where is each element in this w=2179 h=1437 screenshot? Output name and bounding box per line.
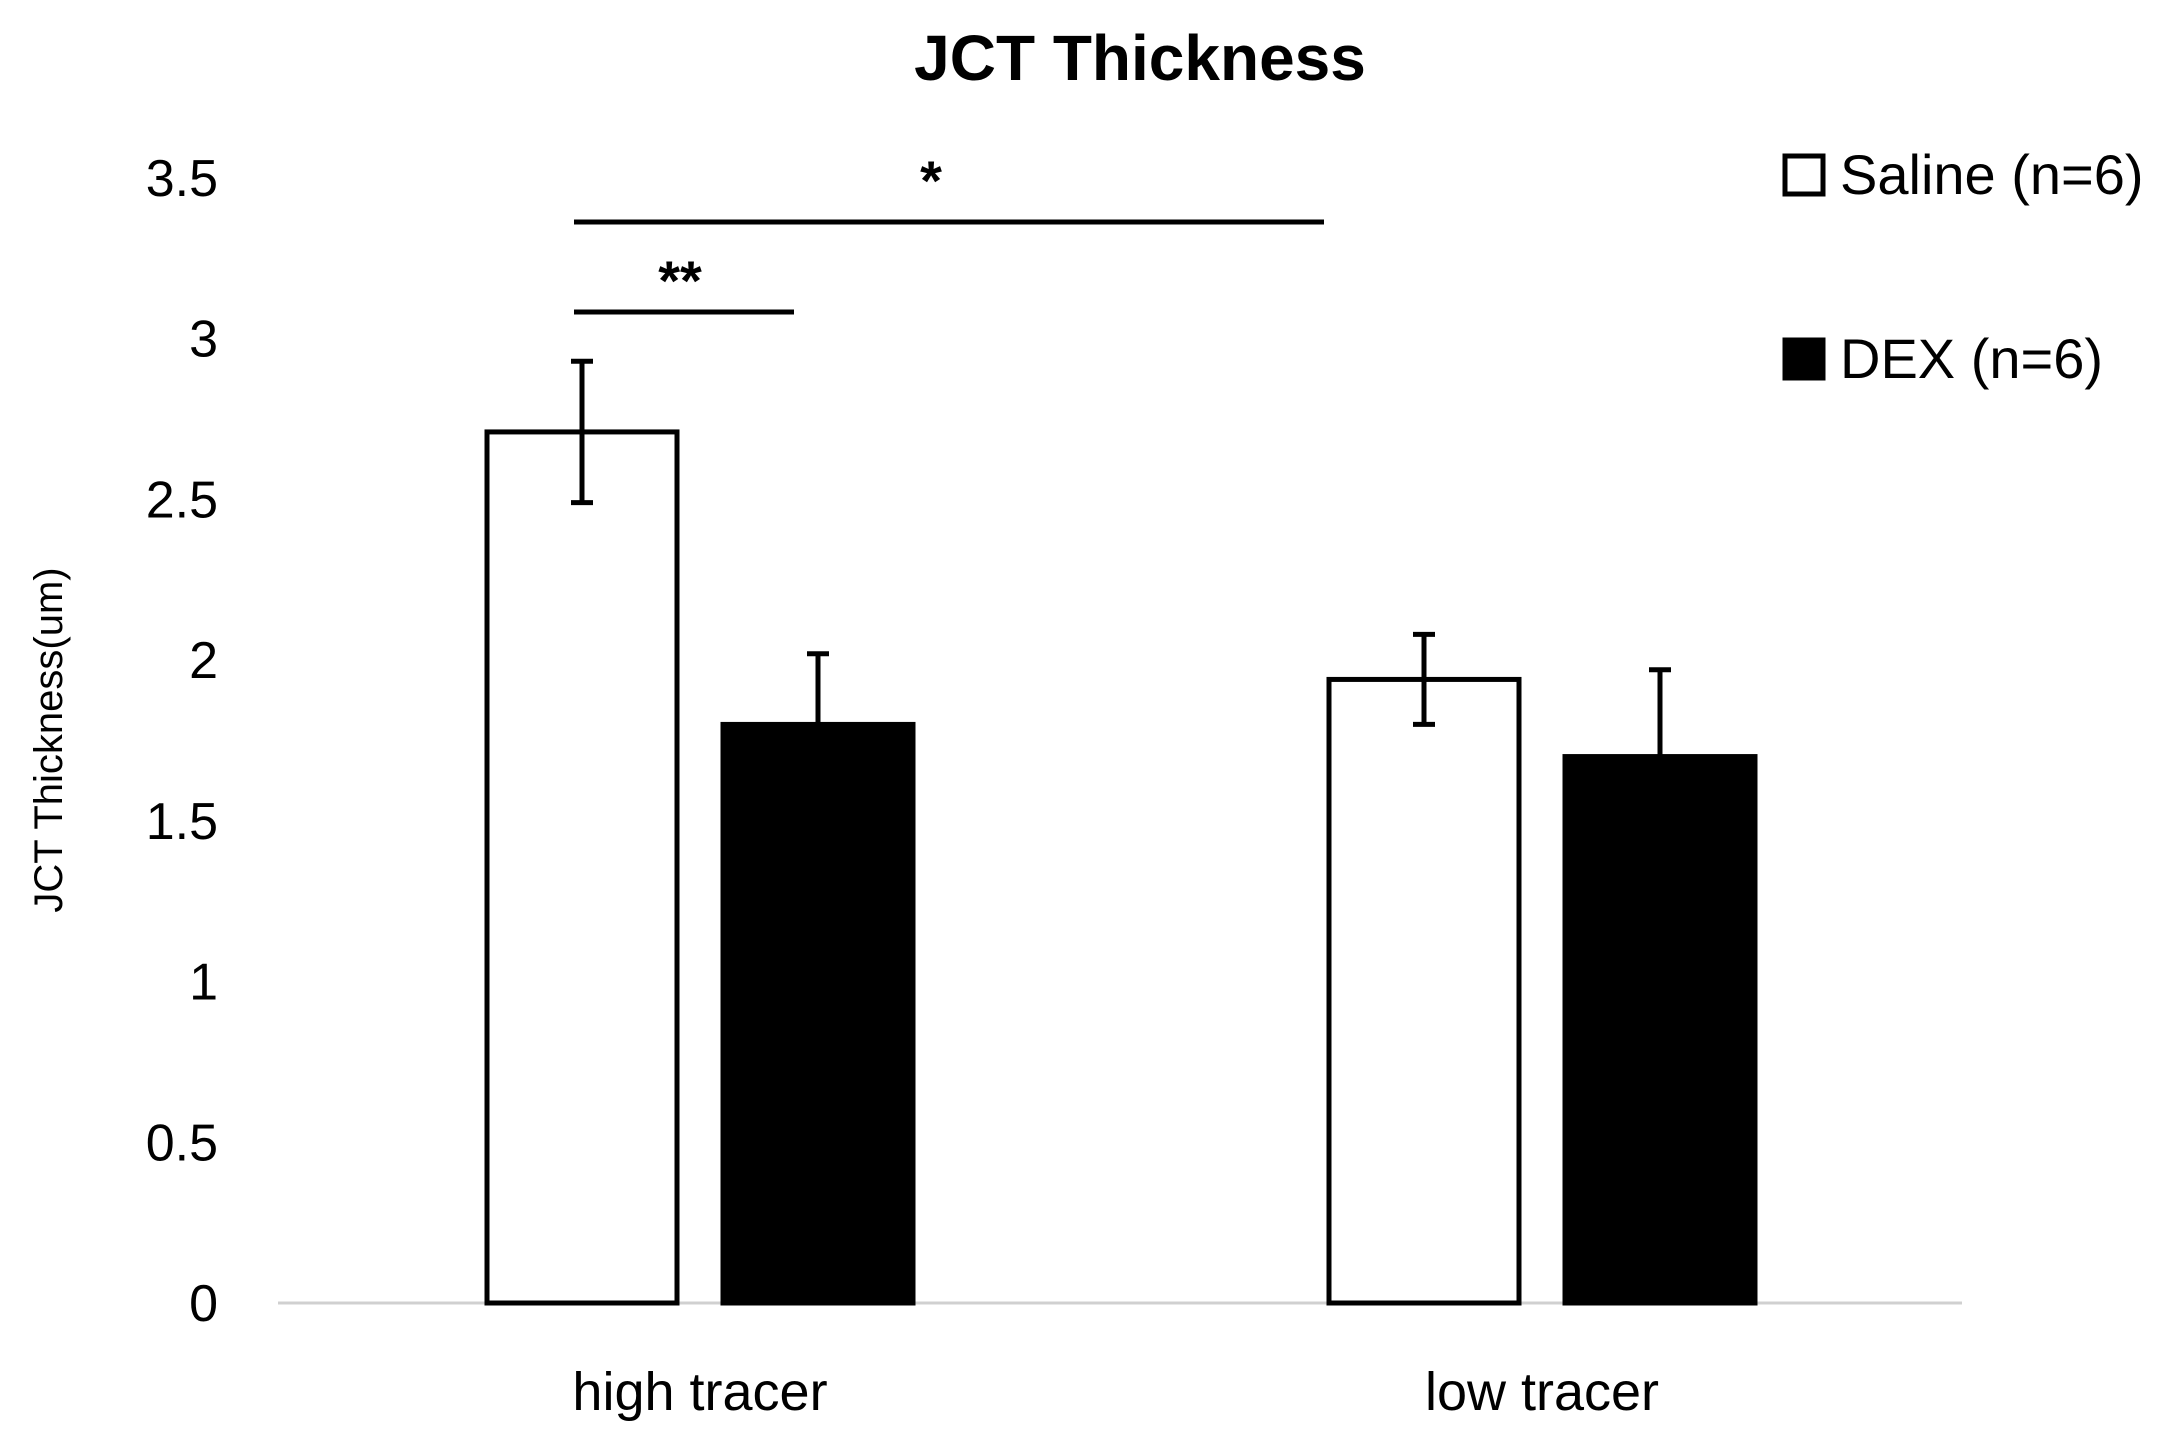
- y-tick-label: 3.5: [146, 150, 218, 208]
- y-tick-label: 2.5: [146, 471, 218, 529]
- significance-mark-single: *: [920, 149, 942, 212]
- y-axis-ticks: 0 0.5 1 1.5 2 2.5 3 3.5: [146, 150, 218, 1333]
- legend-swatch-saline: [1782, 153, 1826, 197]
- bar-dex-low-tracer: [1562, 754, 1758, 1306]
- bars: [484, 429, 1758, 1306]
- y-tick-label: 2: [189, 632, 218, 690]
- bar-saline-low-tracer: [1326, 676, 1522, 1306]
- bar-saline-high-tracer: [484, 429, 680, 1306]
- x-axis-categories: high tracer low tracer: [572, 1362, 1659, 1422]
- y-axis-label: JCT Thickness(um): [27, 567, 71, 912]
- legend-label-saline: Saline (n=6): [1840, 143, 2144, 206]
- chart-title: JCT Thickness: [914, 22, 1366, 94]
- y-tick-label: 1: [189, 954, 218, 1012]
- significance-mark-double: **: [658, 249, 702, 312]
- significance-annotations: ***: [574, 149, 1324, 315]
- legend-swatch-dex: [1782, 337, 1826, 381]
- legend-label-dex: DEX (n=6): [1840, 327, 2103, 390]
- bar-dex-high-tracer: [720, 721, 916, 1306]
- y-tick-label: 3: [189, 311, 218, 369]
- y-tick-label: 0: [189, 1275, 218, 1333]
- y-tick-label: 0.5: [146, 1114, 218, 1172]
- legend: Saline (n=6) DEX (n=6): [1782, 143, 2144, 390]
- y-tick-label: 1.5: [146, 793, 218, 851]
- x-category-label: low tracer: [1425, 1362, 1659, 1422]
- x-category-label: high tracer: [572, 1362, 827, 1422]
- error-bars: [571, 358, 1671, 846]
